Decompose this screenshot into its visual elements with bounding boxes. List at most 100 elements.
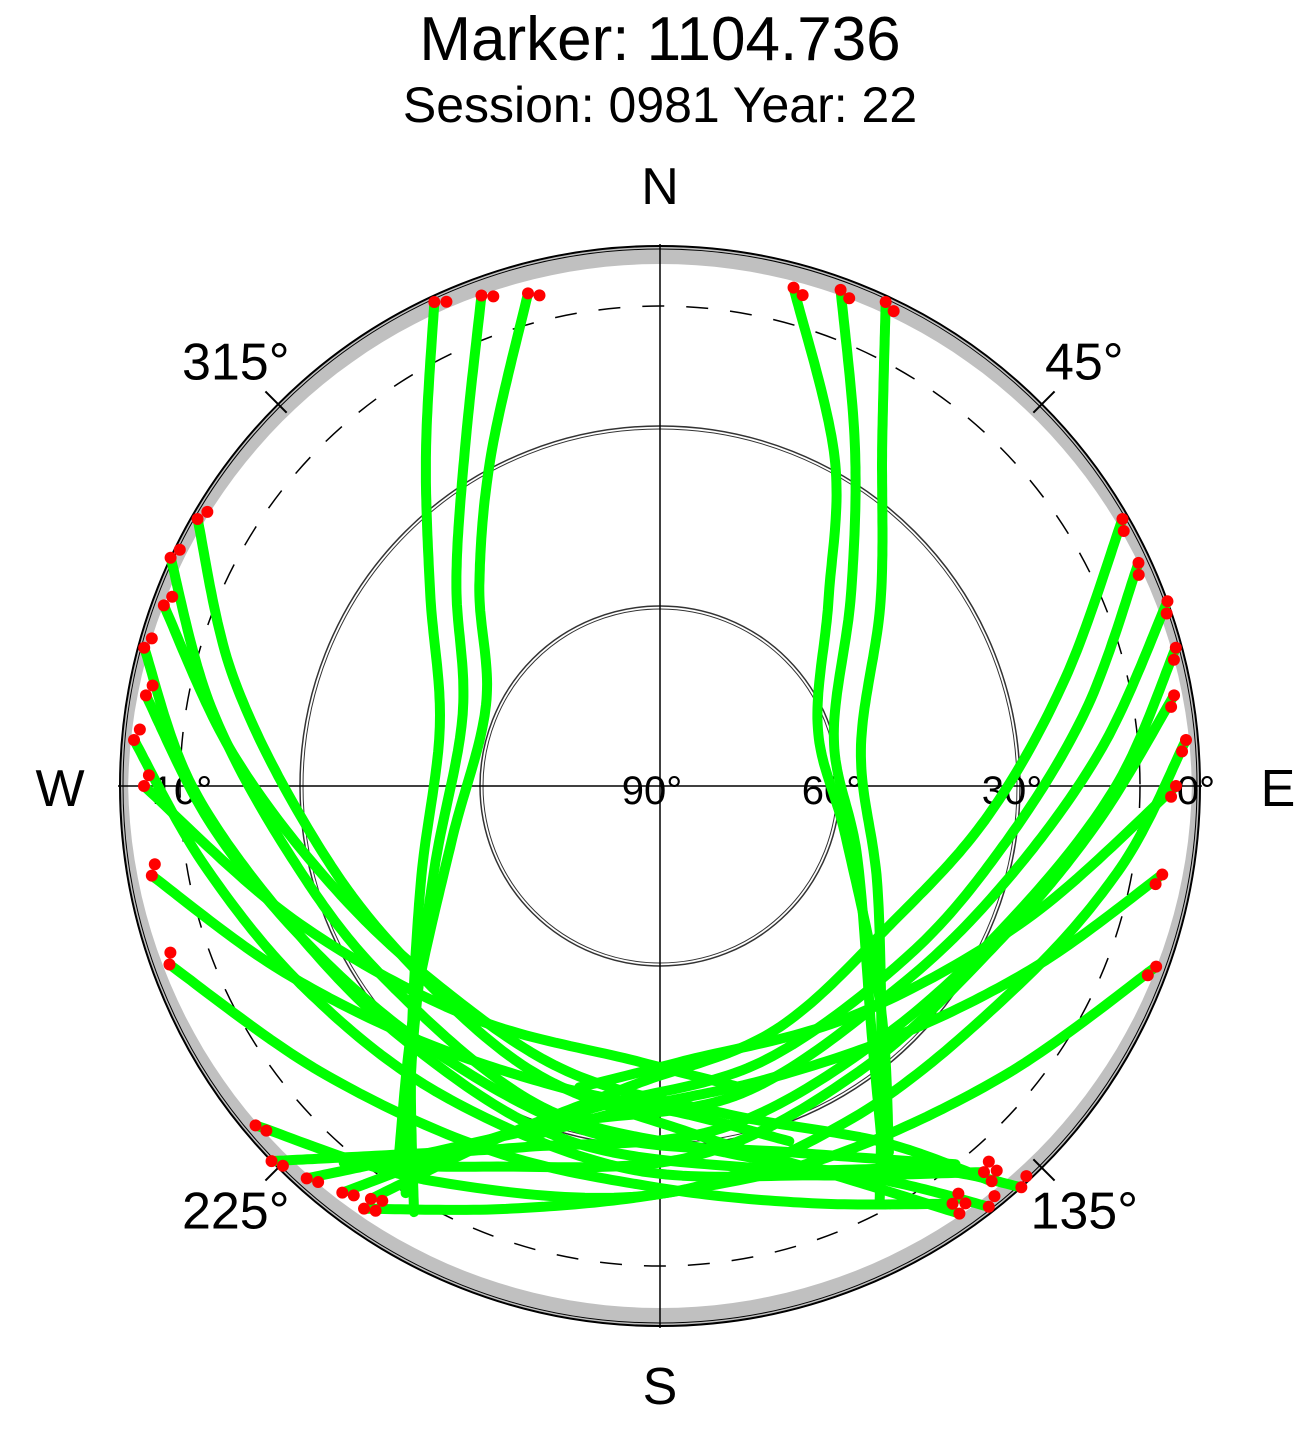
low-elevation-point [164, 946, 177, 959]
low-elevation-point [834, 283, 847, 296]
azimuth-label-45: 45° [1045, 334, 1124, 392]
low-elevation-point [276, 1159, 289, 1172]
elevation-label-90: 90° [622, 769, 683, 813]
direction-label-east: E [1261, 760, 1296, 818]
low-elevation-point [988, 1190, 1001, 1203]
low-elevation-point [1170, 780, 1182, 792]
low-elevation-point [128, 733, 141, 746]
direction-label-south: S [643, 1358, 678, 1416]
azimuth-tick-45 [1032, 390, 1056, 414]
azimuth-tick-135 [1032, 1158, 1056, 1182]
low-elevation-point [1169, 641, 1182, 654]
low-elevation-point [1161, 595, 1174, 608]
low-elevation-point [157, 599, 170, 612]
low-elevation-point [982, 1155, 995, 1168]
satellite-track [527, 869, 1168, 1141]
low-elevation-point [953, 1207, 966, 1220]
low-elevation-point [440, 295, 453, 308]
satellite-track [164, 959, 958, 1210]
azimuth-tick-315 [264, 390, 288, 414]
low-elevation-point [1167, 653, 1180, 666]
low-elevation-point [487, 290, 500, 303]
low-elevation-point [265, 1155, 278, 1168]
low-elevation-point [879, 296, 892, 309]
satellite-track [146, 870, 795, 1147]
low-elevation-point [982, 1200, 995, 1213]
low-elevation-point [990, 1164, 1003, 1177]
low-elevation-point [1165, 700, 1178, 713]
low-elevation-point [138, 780, 150, 792]
low-elevation-point [300, 1172, 313, 1185]
low-elevation-point [533, 289, 546, 302]
low-elevation-point [1015, 1181, 1028, 1194]
low-elevation-point [358, 1202, 371, 1215]
low-elevation-point [1116, 513, 1129, 525]
chart-subtitle: Session: 0981 Year: 22 [403, 77, 917, 133]
low-elevation-point [959, 1197, 972, 1210]
low-elevation-point [843, 292, 856, 305]
low-elevation-point [138, 641, 151, 654]
azimuth-label-315: 315° [182, 334, 290, 392]
low-elevation-point [201, 505, 214, 518]
satellite-track [250, 735, 1191, 1203]
low-elevation-point [139, 689, 152, 702]
azimuth-label-225: 225° [182, 1182, 290, 1240]
low-elevation-point [164, 551, 177, 564]
low-elevation-point [1132, 556, 1145, 569]
satellite-track [129, 735, 989, 1182]
low-elevation-point [369, 1204, 382, 1217]
low-elevation-point [364, 1192, 377, 1205]
low-elevation-point [522, 287, 535, 300]
low-elevation-point [1179, 733, 1192, 746]
low-elevation-point [1020, 1170, 1033, 1183]
azimuth-label-135: 135° [1030, 1182, 1138, 1240]
low-elevation-point [1149, 878, 1162, 891]
low-elevation-point [1150, 960, 1163, 973]
chart-title: Marker: 1104.736 [419, 5, 900, 74]
low-elevation-point [787, 281, 800, 294]
low-elevation-point [146, 679, 159, 692]
low-elevation-point [148, 858, 161, 871]
low-elevation-point [952, 1187, 965, 1200]
low-elevation-point [796, 289, 809, 302]
low-elevation-point [1141, 969, 1154, 982]
low-elevation-point [1168, 689, 1181, 702]
low-elevation-point [985, 1175, 998, 1188]
satellite-tracks [129, 282, 1191, 1219]
low-elevation-point [145, 632, 158, 645]
satellite-track [574, 781, 1181, 1093]
low-elevation-point [145, 869, 158, 882]
satellite-track [140, 690, 961, 1170]
low-elevation-point [376, 1194, 389, 1207]
low-elevation-point [142, 769, 155, 782]
low-elevation-point [1176, 745, 1189, 758]
low-elevation-point [1165, 790, 1178, 803]
low-elevation-point [163, 958, 176, 971]
low-elevation-point [887, 305, 900, 318]
low-elevation-point [977, 1166, 990, 1179]
low-elevation-point [1156, 868, 1169, 881]
low-elevation-point [1132, 568, 1145, 581]
satellite-track [139, 781, 746, 1093]
low-elevation-point [191, 513, 204, 525]
low-elevation-point [249, 1119, 262, 1132]
satellite-track [359, 961, 1162, 1215]
low-elevation-point [133, 723, 146, 736]
low-elevation-point [1117, 525, 1130, 538]
low-elevation-point [173, 543, 186, 556]
low-elevation-points [128, 281, 1192, 1220]
low-elevation-point [336, 1186, 349, 1199]
low-elevation-point [1160, 607, 1173, 620]
direction-label-west: W [35, 760, 84, 818]
satellite-track [338, 690, 1180, 1173]
low-elevation-point [166, 590, 179, 603]
low-elevation-point [946, 1197, 959, 1210]
low-elevation-point [312, 1176, 325, 1189]
low-elevation-point [260, 1124, 273, 1137]
direction-label-north: N [641, 158, 679, 216]
low-elevation-point [475, 289, 488, 302]
low-elevation-point [347, 1189, 360, 1202]
elevation-label-0: 0° [1177, 769, 1215, 813]
